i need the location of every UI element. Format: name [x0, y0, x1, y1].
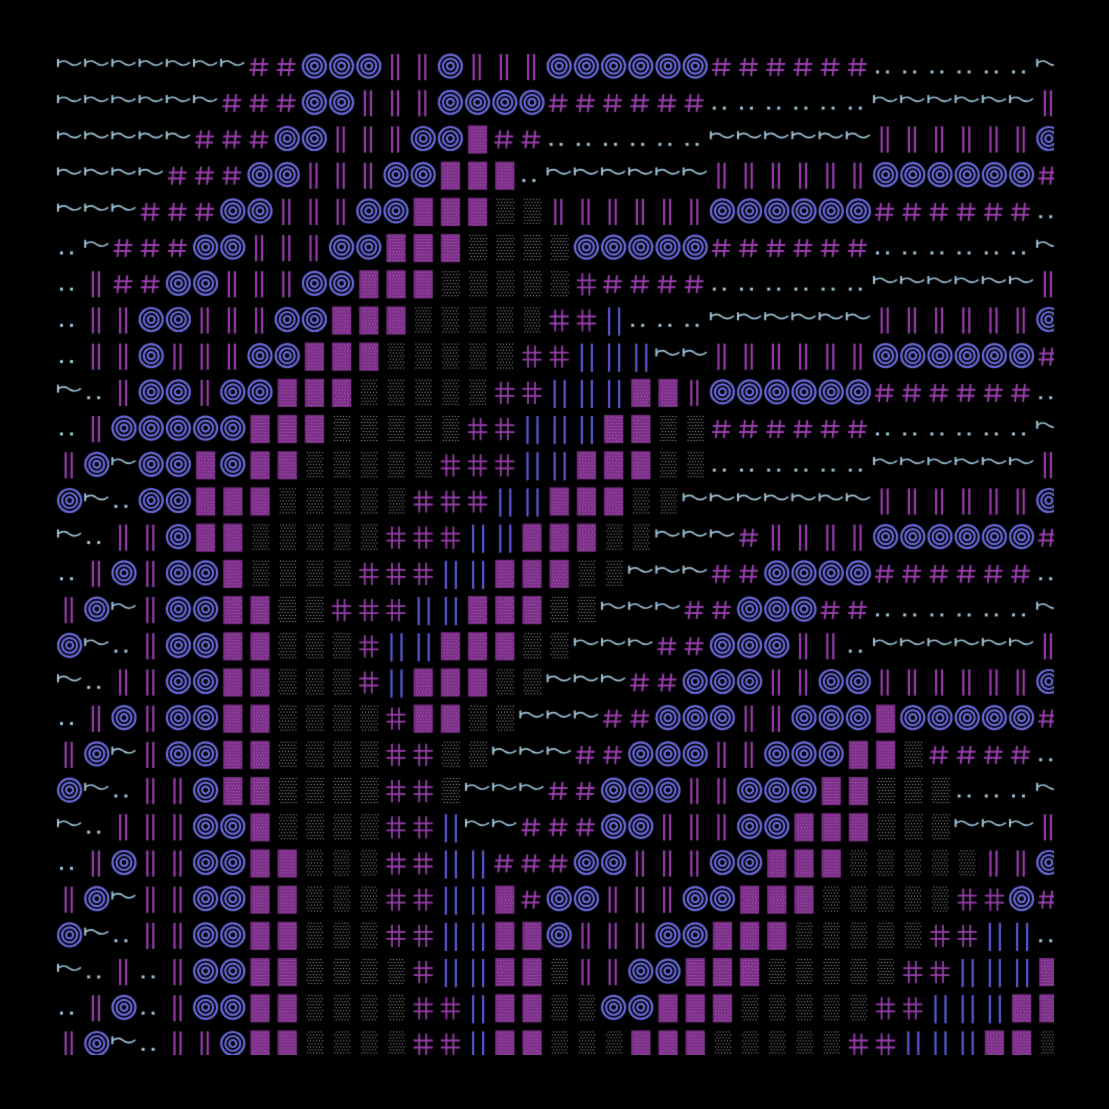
- ascii-art-frame: [56, 48, 1054, 1055]
- ascii-art-canvas: [56, 48, 1054, 1055]
